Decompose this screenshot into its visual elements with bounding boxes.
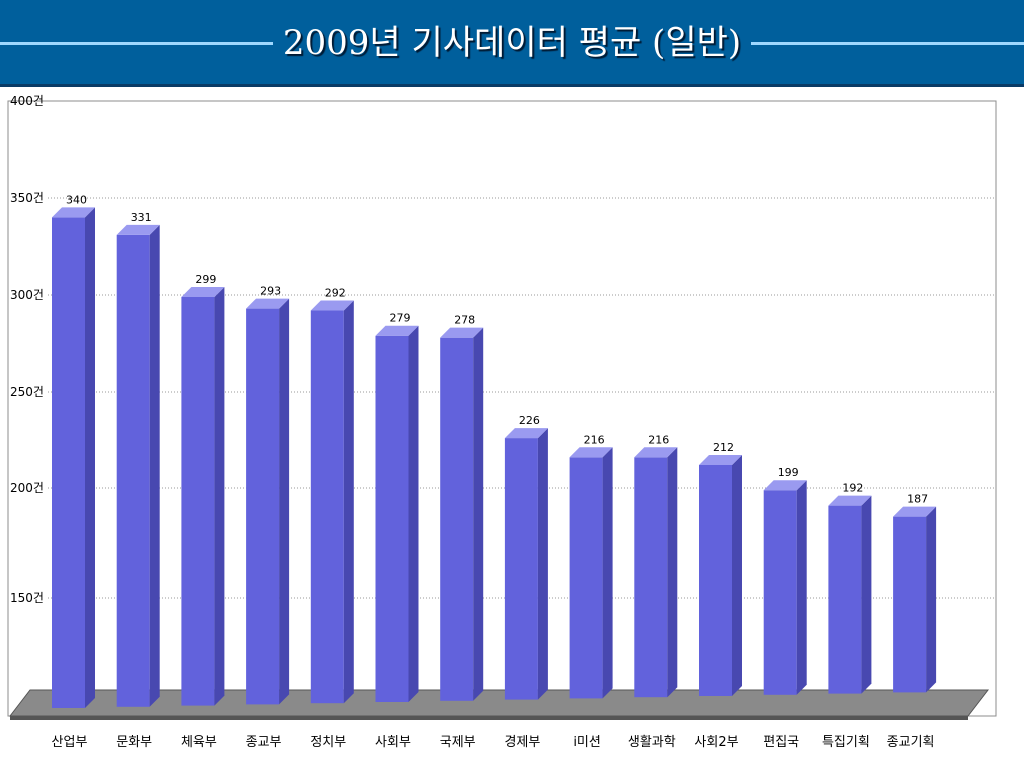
y-tick-label: 350건 bbox=[10, 191, 44, 205]
bar bbox=[116, 234, 150, 707]
bar-top bbox=[504, 428, 548, 439]
bar bbox=[310, 310, 344, 704]
category-label: 정치부 bbox=[310, 735, 346, 750]
data-label: 187 bbox=[907, 493, 928, 506]
y-tick-label: 400건 bbox=[10, 94, 44, 108]
header-bottom-border bbox=[0, 84, 1024, 87]
bar bbox=[893, 516, 927, 693]
bar-side bbox=[861, 495, 872, 694]
category-label: 사회부 bbox=[375, 735, 411, 750]
bar-top bbox=[893, 506, 937, 517]
bar-top bbox=[569, 447, 613, 458]
bar-side bbox=[214, 286, 225, 706]
bar-top bbox=[52, 207, 95, 218]
bar-side bbox=[279, 298, 290, 705]
bar bbox=[634, 457, 668, 698]
bar-side bbox=[796, 480, 807, 695]
bar-side bbox=[343, 300, 354, 704]
category-label: 산업부 bbox=[52, 735, 88, 750]
data-label: 216 bbox=[584, 433, 605, 446]
bar-side bbox=[149, 224, 160, 707]
bar-top bbox=[699, 454, 742, 465]
data-label: 279 bbox=[390, 312, 411, 325]
data-label: 292 bbox=[325, 287, 346, 300]
bar bbox=[375, 335, 409, 702]
bar-top bbox=[634, 447, 678, 458]
bar-side bbox=[408, 325, 419, 702]
y-axis-ticks: 150건 200건 250건 300건 350건 400건 bbox=[10, 94, 44, 605]
bar bbox=[699, 464, 732, 696]
bar-side bbox=[85, 207, 95, 708]
category-label: i미션 bbox=[573, 735, 601, 750]
category-label: 사회2부 bbox=[694, 735, 738, 750]
category-label: 체육부 bbox=[181, 735, 217, 750]
floor-edge bbox=[10, 716, 968, 720]
category-label: 종교부 bbox=[246, 735, 282, 750]
bar-top bbox=[440, 327, 484, 338]
bars bbox=[52, 207, 937, 708]
data-label: 226 bbox=[519, 414, 540, 427]
data-label: 299 bbox=[195, 273, 216, 286]
data-label: 331 bbox=[131, 211, 152, 224]
y-tick-label: 300건 bbox=[10, 288, 44, 302]
data-label: 293 bbox=[260, 285, 281, 298]
bar-top bbox=[375, 325, 419, 336]
bar-top bbox=[763, 480, 807, 491]
bar-top bbox=[246, 298, 290, 309]
bar-side bbox=[732, 454, 742, 696]
y-tick-label: 150건 bbox=[10, 591, 44, 605]
bar-top bbox=[310, 300, 354, 311]
data-label: 278 bbox=[454, 314, 475, 327]
bar bbox=[828, 505, 862, 694]
bar-side bbox=[602, 447, 613, 699]
bar bbox=[763, 490, 797, 695]
bar-top bbox=[181, 286, 225, 297]
data-label: 192 bbox=[842, 482, 863, 495]
bar bbox=[181, 296, 215, 706]
bar-top bbox=[116, 224, 160, 235]
category-label: 특집기획 bbox=[822, 735, 870, 750]
category-label: 국제부 bbox=[440, 735, 476, 750]
data-label: 216 bbox=[648, 433, 669, 446]
data-labels: 340 331 299 293 292 279 278 226 216 216 212 199 192 1… bbox=[66, 193, 928, 505]
category-label: 생활과학 bbox=[628, 735, 676, 750]
bar-side bbox=[473, 327, 484, 701]
bar bbox=[246, 308, 280, 705]
category-label: 편집국 bbox=[763, 735, 799, 750]
category-labels: 산업부 문화부 체육부 종교부 정치부 사회부 국제부 경제부 i미션 생활과학 사회2부 편집국 특집… bbox=[52, 735, 935, 750]
slide-title-wrap: 2009년 기사데이터 평균 (일반) bbox=[0, 18, 1024, 68]
category-label: 문화부 bbox=[116, 735, 152, 750]
bar-side bbox=[667, 447, 678, 698]
bar-top bbox=[828, 495, 872, 506]
y-tick-label: 200건 bbox=[10, 481, 44, 495]
bar bbox=[52, 217, 85, 708]
slide-title: 2009년 기사데이터 평균 (일반) bbox=[272, 23, 752, 63]
bar bbox=[569, 457, 603, 699]
bar bbox=[440, 337, 474, 701]
data-label: 340 bbox=[66, 193, 87, 206]
bar-side bbox=[926, 506, 937, 693]
bar-side bbox=[537, 428, 548, 700]
y-tick-label: 250건 bbox=[10, 385, 44, 399]
bar-chart: 150건 200건 250건 300건 350건 400건 340 331 299 293 292… bbox=[7, 94, 997, 750]
category-label: 종교기획 bbox=[887, 735, 935, 750]
category-label: 경제부 bbox=[504, 735, 540, 750]
bar bbox=[504, 438, 538, 700]
slide-header: 2009년 기사데이터 평균 (일반) bbox=[0, 0, 1024, 87]
data-label: 212 bbox=[713, 441, 734, 454]
data-label: 199 bbox=[778, 466, 799, 479]
